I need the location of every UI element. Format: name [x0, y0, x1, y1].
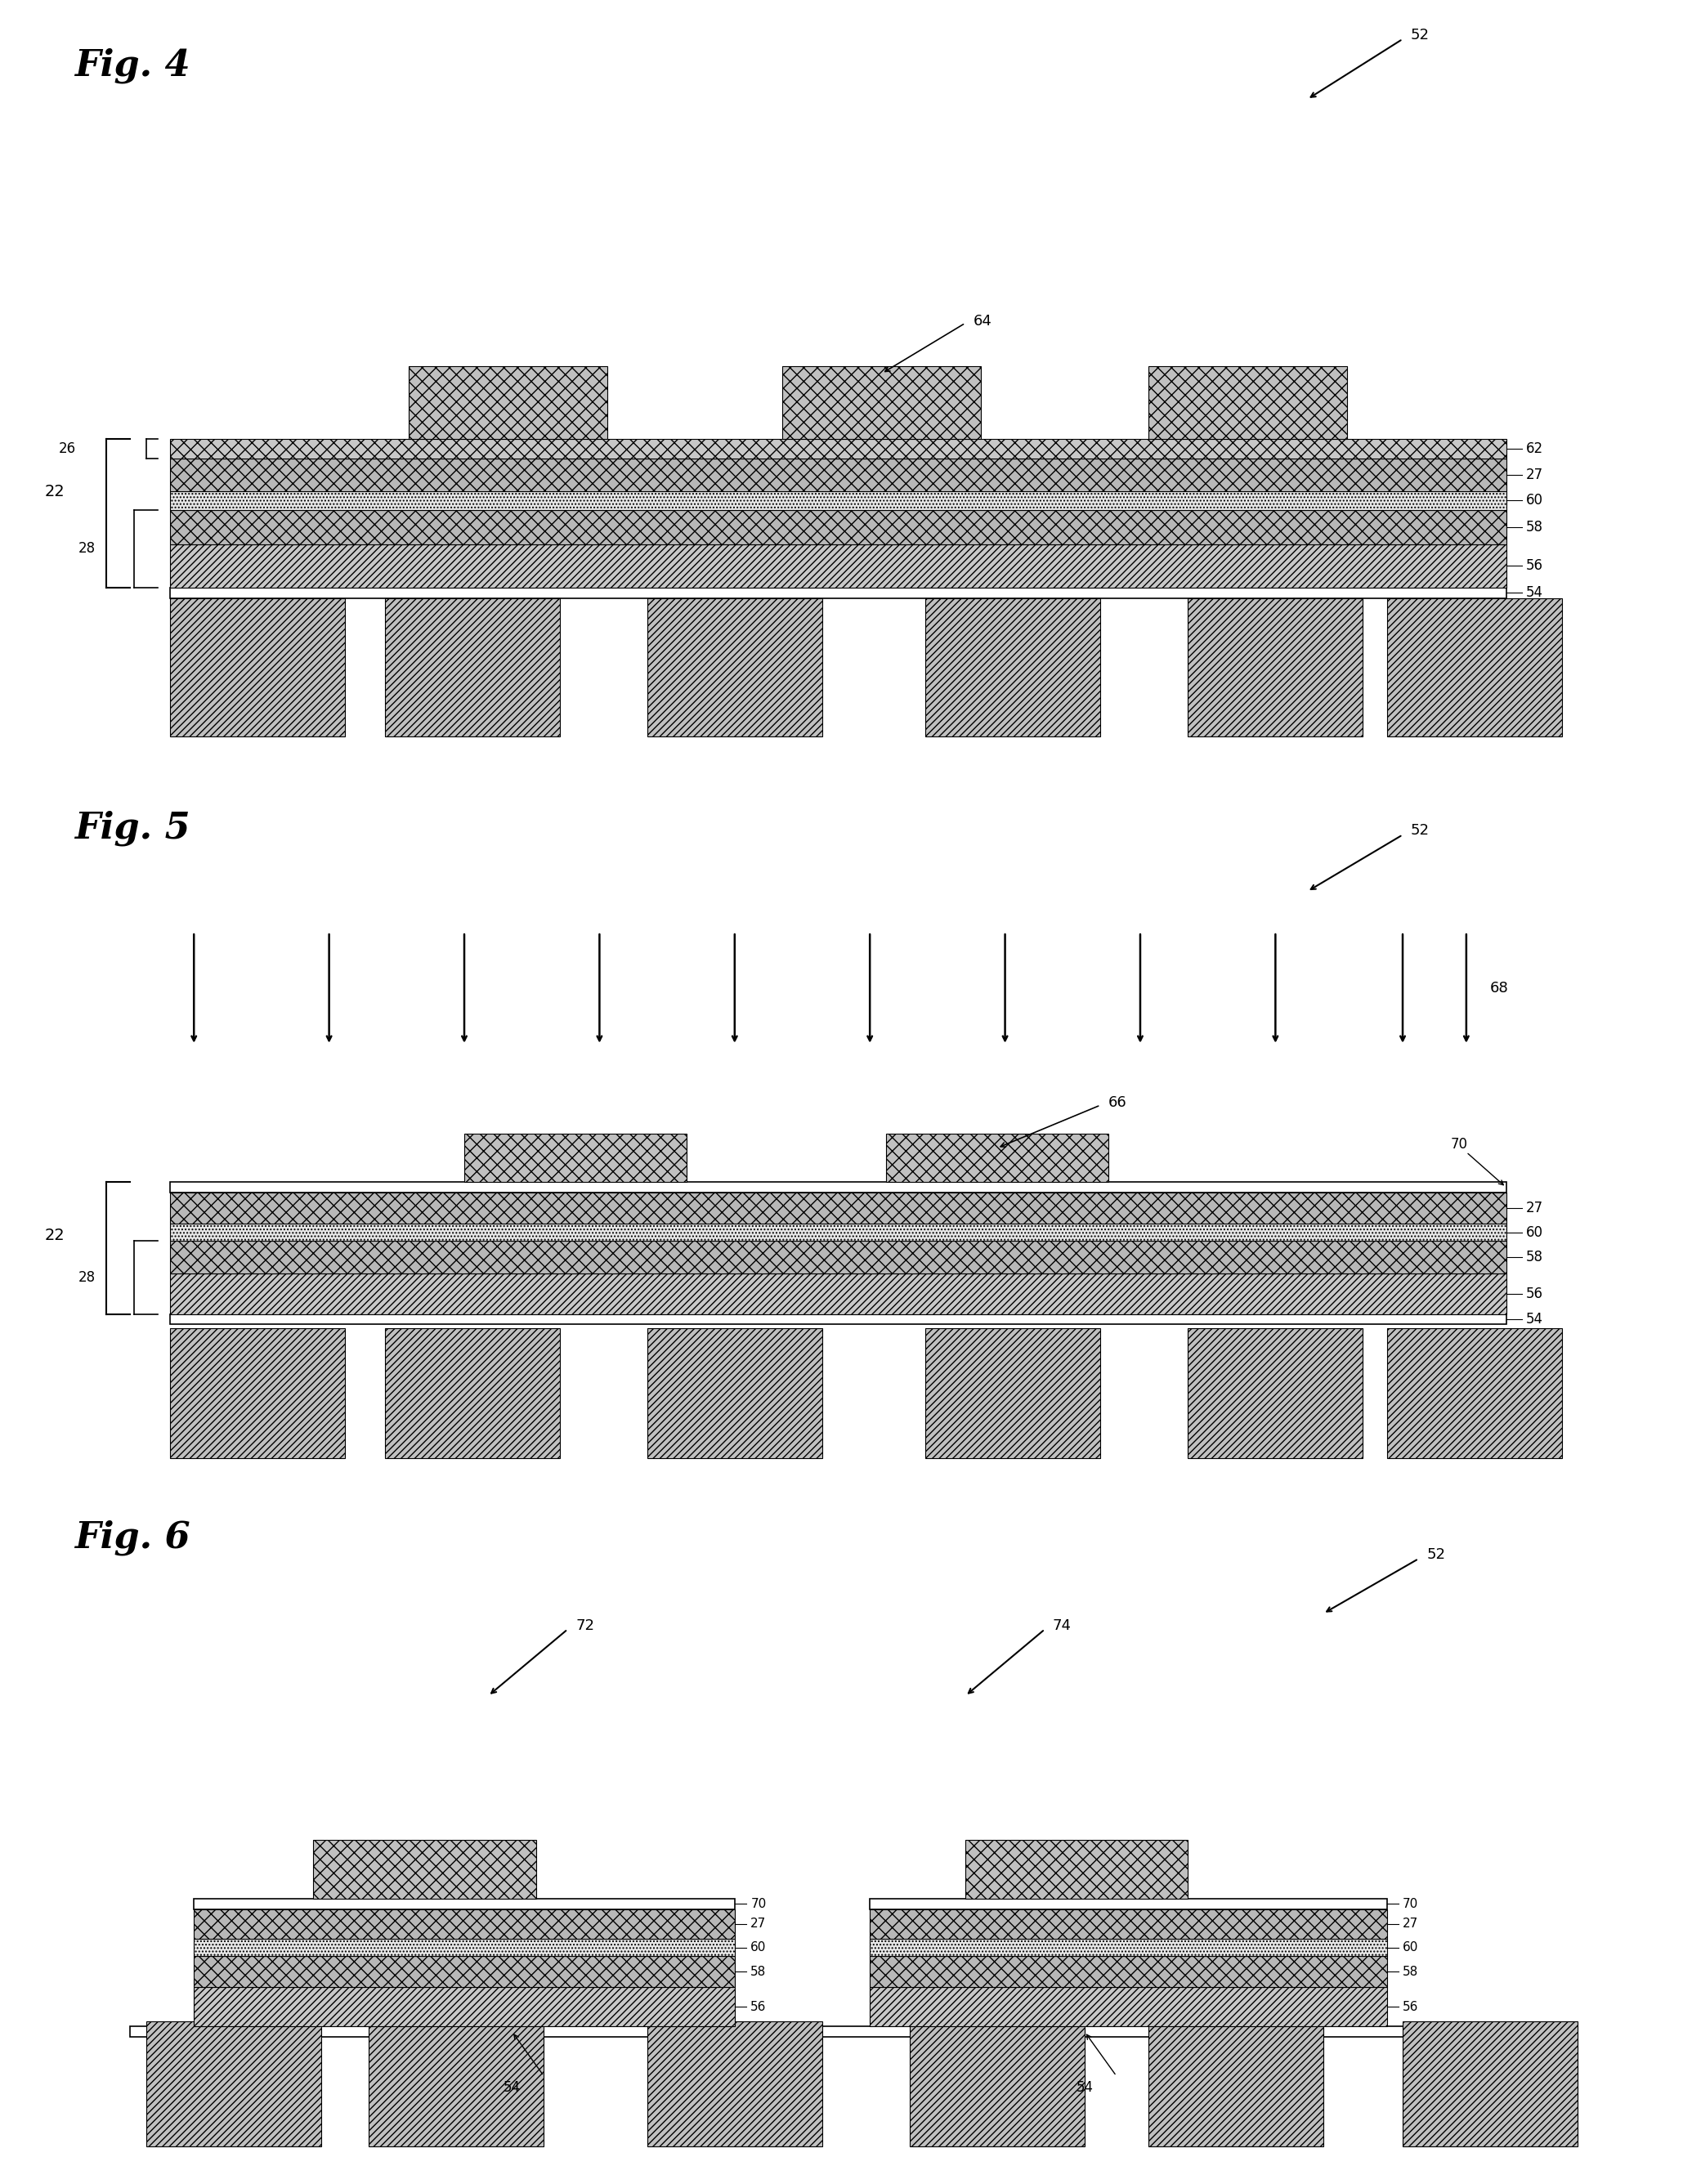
Bar [409, 367, 607, 439]
Bar [169, 598, 345, 736]
Text: 60: 60 [1403, 1942, 1418, 1952]
Bar [782, 367, 981, 439]
Text: 56: 56 [1403, 2001, 1418, 2014]
Bar [870, 1957, 1387, 1987]
Bar [910, 2020, 1085, 2147]
Text: Fig. 6: Fig. 6 [74, 1520, 191, 1555]
Text: 54: 54 [504, 2081, 521, 2094]
Bar [870, 1939, 1387, 1957]
Text: 58: 58 [1403, 1966, 1418, 1979]
Bar [169, 509, 1506, 544]
Bar [169, 1223, 1506, 1241]
Text: 52: 52 [1411, 823, 1430, 839]
Bar [1403, 2020, 1577, 2147]
Text: 62: 62 [1526, 441, 1543, 456]
Bar [169, 1241, 1506, 1273]
Text: 54: 54 [1526, 1313, 1543, 1326]
Bar [169, 1182, 1506, 1192]
Bar [169, 1273, 1506, 1315]
Text: 66: 66 [1108, 1096, 1127, 1109]
Text: 58: 58 [1526, 520, 1543, 535]
Bar [169, 439, 1506, 459]
Text: 58: 58 [751, 1966, 766, 1979]
Bar [870, 1898, 1387, 1909]
Text: 56: 56 [1526, 559, 1543, 572]
Text: 74: 74 [1052, 1618, 1071, 1634]
Bar [887, 1133, 1108, 1182]
Text: 27: 27 [751, 1918, 766, 1931]
Bar [1149, 367, 1347, 439]
Text: 52: 52 [1426, 1548, 1445, 1562]
Bar [195, 1957, 734, 1987]
Bar [369, 2020, 543, 2147]
Bar [1149, 2020, 1323, 2147]
Bar [195, 1909, 734, 1939]
Text: 56: 56 [751, 2001, 766, 2014]
Text: 60: 60 [1526, 494, 1543, 507]
Bar [646, 1328, 822, 1459]
Bar [926, 1328, 1100, 1459]
Bar [169, 1328, 345, 1459]
Bar [1387, 598, 1562, 736]
Bar [1188, 1328, 1364, 1459]
Bar [195, 1898, 734, 1909]
Text: 28: 28 [78, 542, 95, 557]
Bar [169, 1315, 1506, 1324]
Text: 70: 70 [1403, 1898, 1418, 1911]
Text: 22: 22 [44, 1227, 64, 1243]
Text: Fig. 5: Fig. 5 [74, 810, 191, 845]
Text: Fig. 4: Fig. 4 [74, 48, 191, 83]
Bar [130, 2027, 1523, 2038]
Bar [169, 544, 1506, 587]
Text: 64: 64 [973, 314, 992, 330]
Text: 26: 26 [59, 441, 76, 456]
Bar [384, 1328, 560, 1459]
Text: 68: 68 [1491, 981, 1509, 996]
Bar [169, 1192, 1506, 1223]
Bar [646, 2020, 822, 2147]
Bar [870, 1909, 1387, 1939]
Bar [169, 587, 1506, 598]
Text: 27: 27 [1526, 467, 1543, 483]
Bar [870, 1987, 1387, 2027]
Text: 58: 58 [1526, 1249, 1543, 1265]
Text: 60: 60 [1526, 1225, 1543, 1241]
Bar [313, 1841, 536, 1898]
Text: 70: 70 [751, 1898, 766, 1911]
Text: 60: 60 [751, 1942, 766, 1952]
Text: 54: 54 [1526, 585, 1543, 601]
Text: 22: 22 [44, 485, 64, 500]
Bar [964, 1841, 1188, 1898]
Text: 52: 52 [1411, 28, 1430, 41]
Bar [195, 1939, 734, 1957]
Bar [1188, 598, 1364, 736]
Bar [146, 2020, 321, 2147]
Text: 28: 28 [78, 1271, 95, 1284]
Bar [464, 1133, 687, 1182]
Text: 56: 56 [1526, 1286, 1543, 1302]
Bar [384, 598, 560, 736]
Bar [169, 491, 1506, 509]
Bar [926, 598, 1100, 736]
Text: 70: 70 [1450, 1136, 1467, 1151]
Text: 72: 72 [575, 1618, 594, 1634]
Text: 27: 27 [1403, 1918, 1418, 1931]
Text: 54: 54 [1076, 2081, 1093, 2094]
Bar [646, 598, 822, 736]
Text: 27: 27 [1526, 1201, 1543, 1214]
Bar [195, 1987, 734, 2027]
Bar [1387, 1328, 1562, 1459]
Bar [169, 459, 1506, 491]
